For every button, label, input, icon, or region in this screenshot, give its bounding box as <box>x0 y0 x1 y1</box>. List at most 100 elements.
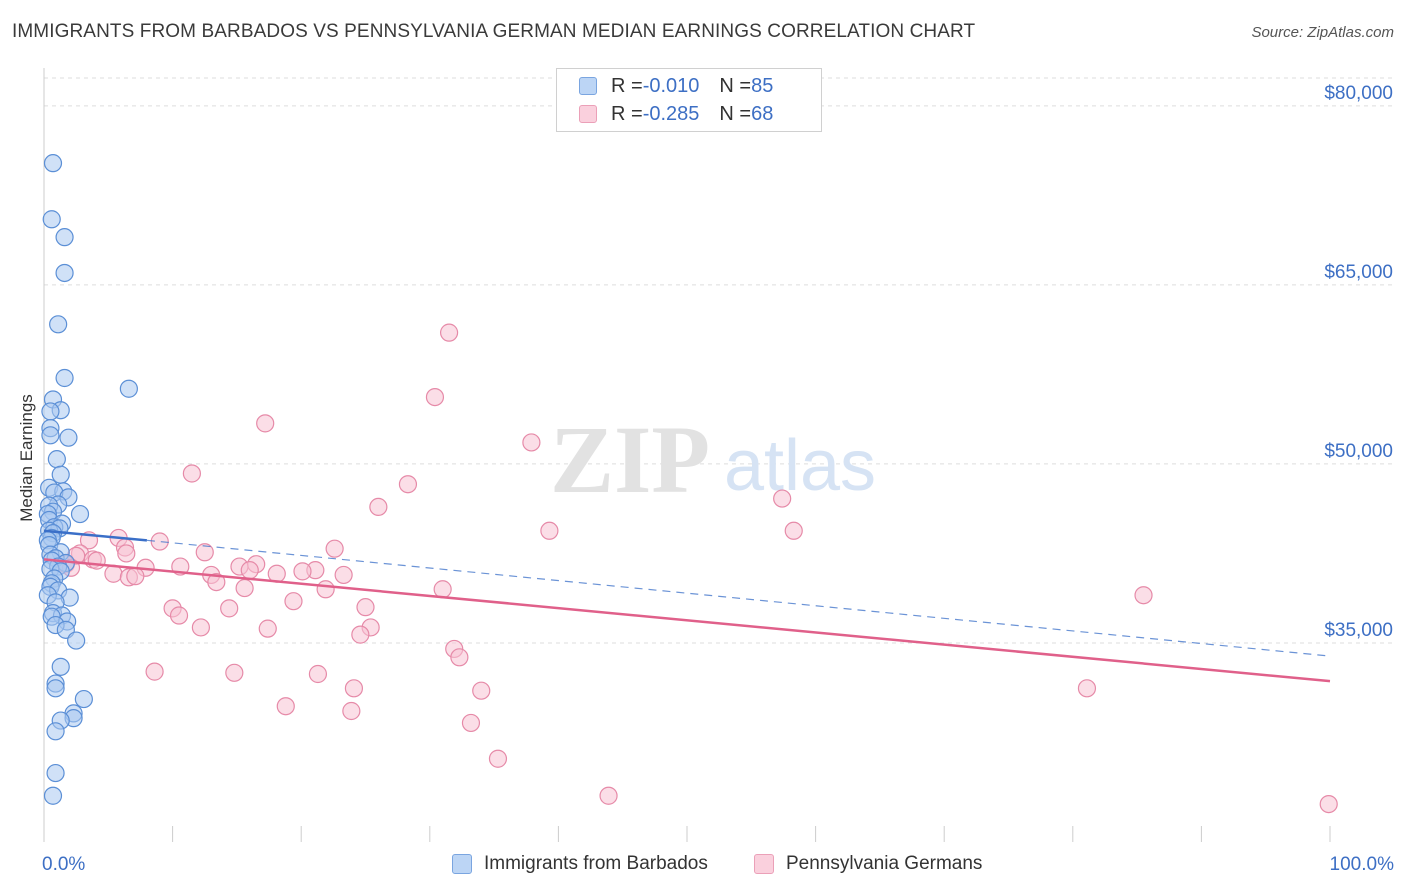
point-immigrants-barbados <box>74 689 93 709</box>
point-pennsylvania-germans <box>182 464 201 483</box>
point-pennsylvania-germans <box>398 475 418 494</box>
point-pennsylvania-germans <box>235 578 254 598</box>
trend-line-barbados-solid <box>43 529 147 542</box>
source-label: Source: ZipAtlas.com <box>1251 24 1394 41</box>
point-pennsylvania-germans <box>784 521 803 540</box>
point-pennsylvania-germans <box>472 681 491 700</box>
point-pennsylvania-germans <box>126 567 145 586</box>
y-tick-label: $80,000 <box>1324 83 1393 104</box>
point-pennsylvania-germans <box>169 606 189 625</box>
legend-row-barbados: R = -0.010 N = 85 <box>579 73 773 99</box>
point-pennsylvania-germans <box>1077 679 1097 698</box>
point-pennsylvania-germans <box>117 544 136 563</box>
correlation-legend: R = -0.010 N = 85 R = -0.285 N = 68 <box>556 68 822 132</box>
point-immigrants-barbados <box>46 679 65 698</box>
trend-line-pennsylvania-germans <box>43 558 1331 683</box>
legend-r-value: -0.010 <box>642 74 700 97</box>
point-pennsylvania-germans <box>308 664 328 684</box>
y-tick-label: $50,000 <box>1324 441 1393 462</box>
point-immigrants-barbados <box>49 315 68 334</box>
legend-swatch-pink <box>579 105 597 123</box>
point-pennsylvania-germans <box>225 663 244 682</box>
point-pennsylvania-germans <box>256 414 275 433</box>
legend-n-label: N = <box>719 74 752 97</box>
point-pennsylvania-germans <box>522 433 541 452</box>
point-immigrants-barbados <box>55 228 74 247</box>
point-pennsylvania-germans <box>207 572 226 592</box>
point-immigrants-barbados <box>41 426 60 445</box>
legend-r-value: -0.285 <box>642 102 700 125</box>
point-immigrants-barbados <box>41 402 60 421</box>
point-immigrants-barbados <box>55 368 74 388</box>
x-tick-labels: 0.0% 100.0% <box>42 854 1394 875</box>
y-tick-label: $35,000 <box>1324 620 1393 641</box>
point-pennsylvania-germans <box>351 625 370 644</box>
point-immigrants-barbados <box>70 504 90 524</box>
point-pennsylvania-germans <box>258 619 277 638</box>
point-pennsylvania-germans <box>145 662 164 681</box>
trend-lines <box>43 529 1331 683</box>
point-pennsylvania-germans <box>316 580 335 599</box>
point-pennsylvania-germans <box>150 532 169 551</box>
gridlines <box>44 77 1394 644</box>
point-pennsylvania-germans <box>334 565 353 585</box>
bottom-legend-pennsylvania: Pennsylvania Germans <box>754 852 982 876</box>
point-immigrants-barbados <box>46 763 65 783</box>
point-pennsylvania-germans <box>344 679 364 698</box>
bottom-legend-label-pennsylvania: Pennsylvania Germans <box>786 853 983 874</box>
point-pennsylvania-germans <box>425 387 445 407</box>
point-immigrants-barbados <box>46 722 65 741</box>
legend-r-label: R = <box>611 74 643 97</box>
point-immigrants-barbados <box>59 428 78 447</box>
points-immigrants-barbados <box>38 154 138 805</box>
point-pennsylvania-germans <box>240 561 259 580</box>
legend-r-label: R = <box>611 102 643 125</box>
point-pennsylvania-germans <box>1319 794 1338 814</box>
legend-n-label: N = <box>719 102 752 125</box>
axes <box>43 68 1331 842</box>
point-pennsylvania-germans <box>195 543 214 562</box>
point-pennsylvania-germans <box>433 580 452 599</box>
point-immigrants-barbados <box>51 657 70 676</box>
watermark: ZIP atlas <box>550 406 876 513</box>
points-pennsylvania-germans <box>56 323 1338 814</box>
point-pennsylvania-germans <box>284 592 303 611</box>
point-pennsylvania-germans <box>87 551 106 570</box>
trend-line-barbados-dashed <box>146 539 1331 657</box>
point-pennsylvania-germans <box>191 618 210 637</box>
point-pennsylvania-germans <box>461 713 481 733</box>
chart-title: IMMIGRANTS FROM BARBADOS VS PENNSYLVANIA… <box>12 21 976 42</box>
point-immigrants-barbados <box>67 631 86 650</box>
point-pennsylvania-germans <box>369 497 388 517</box>
point-pennsylvania-germans <box>1134 586 1153 605</box>
point-immigrants-barbados <box>42 210 61 229</box>
point-pennsylvania-germans <box>450 648 469 667</box>
point-pennsylvania-germans <box>342 701 361 721</box>
point-pennsylvania-germans <box>293 562 312 581</box>
point-pennsylvania-germans <box>276 697 295 716</box>
point-pennsylvania-germans <box>540 521 559 540</box>
point-immigrants-barbados <box>55 263 74 283</box>
bottom-legend-label-barbados: Immigrants from Barbados <box>484 853 708 874</box>
x-tick-label-start: 0.0% <box>42 854 85 875</box>
point-immigrants-barbados <box>119 379 138 398</box>
point-immigrants-barbados <box>43 786 63 805</box>
point-pennsylvania-germans <box>220 599 239 618</box>
point-pennsylvania-germans <box>599 786 618 805</box>
point-pennsylvania-germans <box>356 598 375 617</box>
point-pennsylvania-germans <box>439 323 459 342</box>
point-immigrants-barbados <box>51 465 70 484</box>
point-pennsylvania-germans <box>325 539 344 558</box>
legend-n-value: 85 <box>751 74 774 97</box>
bottom-legend-swatch-blue <box>452 854 472 874</box>
watermark-zip: ZIP <box>550 406 710 513</box>
legend-n-value: 68 <box>751 102 774 125</box>
point-immigrants-barbados <box>43 154 63 173</box>
x-tick-label-end: 100.0% <box>1330 854 1395 875</box>
y-tick-label: $65,000 <box>1324 262 1393 283</box>
legend-row-pennsylvania: R = -0.285 N = 68 <box>579 101 773 127</box>
watermark-atlas: atlas <box>724 426 876 506</box>
point-pennsylvania-germans <box>773 489 792 508</box>
point-immigrants-barbados <box>47 450 66 469</box>
